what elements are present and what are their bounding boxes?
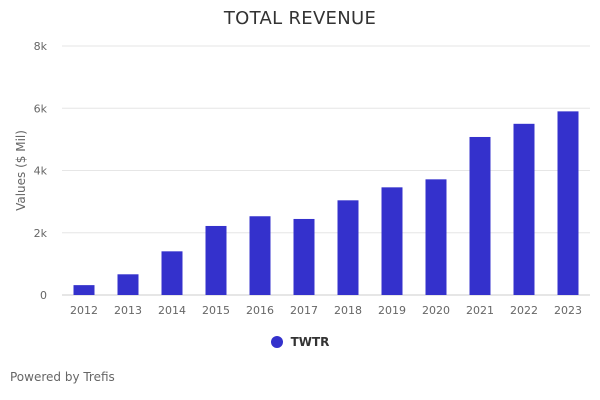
y-tick-label: 0 [40, 289, 47, 302]
y-tick-label: 2k [34, 227, 48, 240]
bar-2019[interactable] [381, 187, 403, 295]
bar-2014[interactable] [161, 251, 183, 295]
bar-2023[interactable] [557, 111, 579, 295]
x-tick-label: 2012 [70, 304, 98, 317]
bar-2015[interactable] [205, 225, 227, 295]
x-tick-label: 2019 [378, 304, 406, 317]
bar-2013[interactable] [117, 274, 139, 295]
bar-2022[interactable] [513, 123, 535, 295]
x-tick-label: 2018 [334, 304, 362, 317]
x-tick-label: 2022 [510, 304, 538, 317]
x-tick-label: 2023 [554, 304, 582, 317]
x-tick-label: 2020 [422, 304, 450, 317]
y-axis-label: Values ($ Mil) [14, 130, 28, 211]
x-axis-ticks: 2012 2013 2014 2015 2016 2017 2018 2019 2020 2021… [70, 304, 582, 317]
bar-2021[interactable] [469, 136, 491, 295]
x-tick-label: 2014 [158, 304, 186, 317]
chart-title: TOTAL REVENUE [223, 8, 377, 29]
y-axis-ticks: 0 2k 4k 6k 8k [34, 40, 48, 302]
grid-lines [62, 45, 590, 296]
bar-2012[interactable] [73, 285, 95, 295]
bar-2016[interactable] [249, 216, 271, 295]
legend-label: TWTR [290, 335, 330, 349]
y-tick-label: 4k [34, 165, 48, 178]
y-tick-label: 6k [34, 102, 48, 115]
legend[interactable]: TWTR [0, 335, 600, 349]
bar-2020[interactable] [425, 179, 447, 295]
x-tick-label: 2021 [466, 304, 494, 317]
x-tick-label: 2017 [290, 304, 318, 317]
x-tick-label: 2016 [246, 304, 274, 317]
legend-marker-icon [270, 336, 283, 348]
bar-2017[interactable] [293, 218, 315, 295]
bar-2018[interactable] [337, 200, 359, 295]
bars [73, 111, 579, 295]
x-tick-label: 2015 [202, 304, 230, 317]
x-tick-label: 2013 [114, 304, 142, 317]
y-tick-label: 8k [34, 40, 48, 53]
powered-by-credit[interactable]: Powered by Trefis [10, 370, 115, 384]
